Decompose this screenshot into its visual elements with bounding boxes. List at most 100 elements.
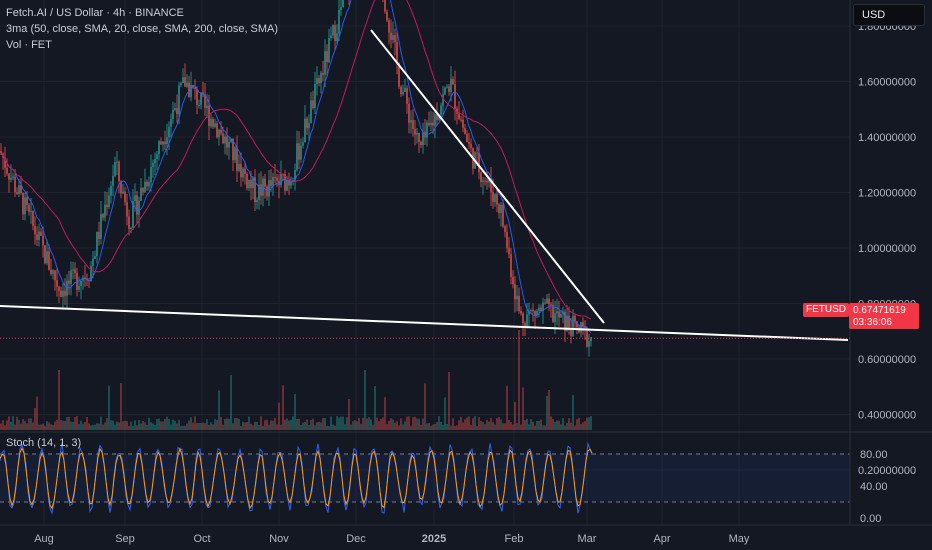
- candle-body: [552, 304, 554, 323]
- volume-bar: [142, 421, 144, 430]
- candle-body: [116, 161, 118, 163]
- volume-bar: [446, 423, 448, 430]
- volume-bar: [460, 416, 462, 430]
- candle-body: [244, 168, 246, 174]
- volume-bar: [64, 421, 66, 430]
- volume-bar: [68, 416, 70, 430]
- volume-bar: [568, 418, 570, 430]
- stoch-legend[interactable]: Stoch (14, 1, 3): [6, 437, 82, 449]
- volume-bar: [38, 424, 40, 430]
- candle-body: [38, 231, 40, 240]
- volume-bar: [428, 422, 430, 430]
- candle-body: [338, 9, 340, 34]
- candle-body: [48, 251, 50, 270]
- candle-body: [226, 136, 228, 148]
- candle-body: [512, 277, 514, 285]
- indicator-ma-legend[interactable]: 3ma (50, close, SMA, 20, close, SMA, 200…: [6, 23, 279, 35]
- candle-body: [200, 92, 202, 105]
- candle-body: [284, 174, 286, 191]
- candle-body: [496, 194, 498, 205]
- candle-body: [432, 122, 434, 126]
- candle-body: [162, 141, 164, 145]
- volume-bar: [154, 424, 156, 430]
- candle-body: [146, 181, 148, 187]
- volume-bar: [218, 390, 220, 430]
- volume-bar: [470, 424, 472, 430]
- stoch-lines: [0, 442, 593, 515]
- candle-body: [504, 226, 506, 233]
- time-tick-label: Mar: [578, 533, 597, 545]
- volume-bar: [158, 418, 160, 430]
- candle-body: [186, 82, 188, 87]
- volume-bar: [40, 424, 42, 430]
- volume-bar: [484, 424, 486, 430]
- candle-body: [518, 295, 520, 312]
- candle-body: [478, 153, 480, 173]
- volume-bar: [130, 421, 132, 430]
- candle-body: [258, 184, 260, 201]
- volume-bar: [430, 425, 432, 430]
- ma-20-line: [0, 0, 592, 334]
- candle-body: [288, 180, 290, 186]
- trendlines[interactable]: [0, 29, 850, 341]
- volume-bar: [172, 419, 174, 430]
- volume-bar: [246, 422, 248, 430]
- volume-bar: [292, 416, 294, 430]
- volume-bar: [386, 424, 388, 430]
- candle-body: [384, 0, 386, 12]
- candle-body: [482, 180, 484, 183]
- volume-bar: [188, 420, 190, 430]
- volume-bar: [346, 417, 348, 430]
- volume-bar: [80, 420, 82, 430]
- candle-body: [264, 178, 266, 187]
- currency-button[interactable]: USD: [853, 4, 925, 26]
- volume-bar: [422, 418, 424, 430]
- volume-bar: [146, 424, 148, 430]
- candle-body: [144, 181, 146, 192]
- candle-body: [438, 114, 440, 121]
- volume-bar: [528, 424, 530, 430]
- price-tick-label: 0.20000000: [858, 465, 916, 477]
- volume-bar: [536, 421, 538, 430]
- candle-body: [28, 204, 30, 212]
- volume-bar: [502, 423, 504, 430]
- indicator-vol-legend[interactable]: Vol · FET: [6, 39, 52, 51]
- volume-bar: [444, 397, 446, 430]
- candle-body: [268, 180, 270, 197]
- volume-bar: [250, 423, 252, 430]
- volume-bar: [34, 408, 36, 430]
- volume-bar: [588, 417, 590, 430]
- volume-bar: [326, 425, 328, 430]
- candle-body: [132, 201, 134, 228]
- candle-body: [18, 185, 20, 194]
- volume-bar: [476, 425, 478, 430]
- volume-bar: [378, 421, 380, 430]
- volume-bar: [156, 419, 158, 430]
- volume-bar: [314, 425, 316, 430]
- volume-bar: [554, 421, 556, 430]
- volume-bar: [274, 417, 276, 430]
- volume-bar: [400, 418, 402, 430]
- candle-body: [520, 311, 522, 314]
- volume-bar: [176, 423, 178, 430]
- volume-bar: [584, 421, 586, 430]
- candle-body: [418, 132, 420, 143]
- candle-body: [52, 270, 54, 274]
- candle-body: [500, 204, 502, 213]
- volume-bar: [270, 420, 272, 430]
- volume-bar: [478, 417, 480, 430]
- price-tick-label: 1.00000000: [858, 243, 916, 255]
- candle-body: [290, 181, 292, 186]
- time-tick-label: May: [729, 533, 750, 545]
- volume-bar: [328, 425, 330, 430]
- candle-body: [570, 328, 572, 336]
- volume-bar: [168, 419, 170, 430]
- volume-bar: [338, 417, 340, 430]
- volume-bar: [380, 418, 382, 430]
- candle-body: [510, 254, 512, 278]
- volume-bar: [586, 417, 588, 430]
- volume-bar: [74, 417, 76, 430]
- volume-bar: [194, 416, 196, 430]
- volume-bar: [236, 417, 238, 430]
